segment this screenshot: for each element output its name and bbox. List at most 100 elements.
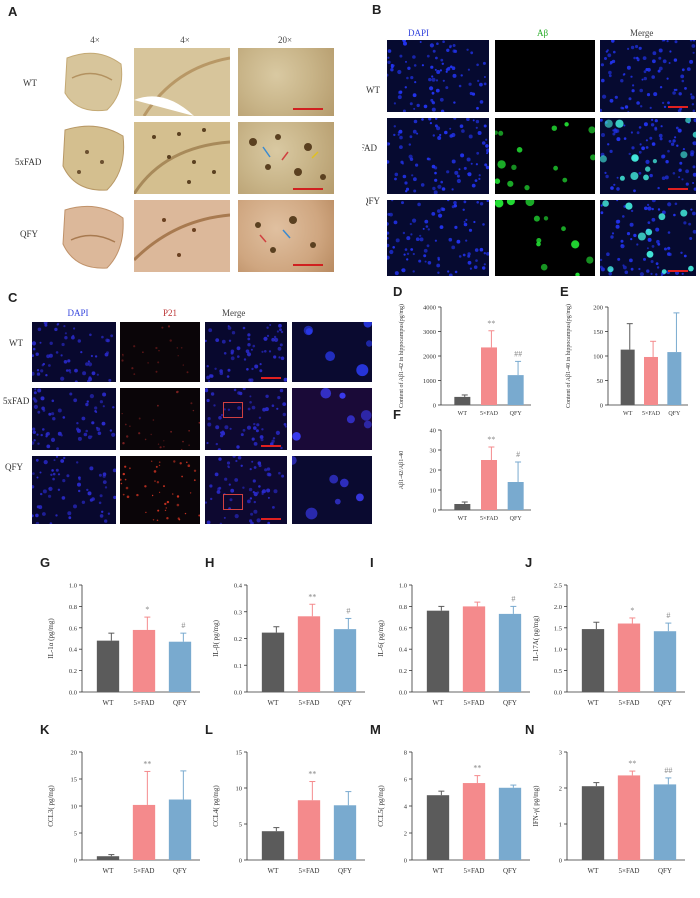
chart-h: 0.0 0.1 0.2 0.3 0.4 IL-β( pg/mg) WT ** 5×FAD # QFY: [212, 583, 365, 707]
panel-b-label: B: [372, 2, 382, 17]
panel-b-col-header-3: Merge: [630, 28, 654, 38]
x-tick-label: WT: [458, 516, 468, 522]
y-tick-label: 20: [71, 750, 78, 757]
x-tick-label: QFY: [173, 699, 187, 707]
bar-5fad: [297, 616, 321, 692]
scale-bar: [261, 445, 281, 447]
x-tick-label: QFY: [338, 867, 352, 875]
y-axis-label: CCL5( pg/mg): [377, 785, 385, 827]
x-tick-label: WT: [268, 699, 280, 707]
x-tick-label: QFY: [173, 867, 187, 875]
y-tick-label: 0.4: [399, 647, 408, 654]
zoom-box: [223, 494, 243, 510]
y-axis-label: IFN-γ( pg/mg): [532, 785, 540, 827]
chart-e: 0 50 100 150 200 Content of Aβ1-40 in hippoca…: [565, 304, 688, 417]
panel-b-row-wt: WT: [366, 85, 380, 95]
significance-mark: **: [628, 759, 636, 768]
x-tick-label: 5×FAD: [299, 867, 320, 875]
x-tick-label: WT: [103, 699, 115, 707]
y-tick-label: 3: [559, 750, 562, 757]
y-tick-label: 10: [71, 804, 78, 811]
panel-c-col-header-3: Merge: [222, 308, 246, 318]
y-tick-label: 0.2: [234, 636, 242, 643]
panel-c-qfy-p21: [120, 456, 200, 524]
y-tick-label: 0.4: [69, 647, 78, 654]
y-tick-label: 0.3: [234, 609, 242, 616]
x-tick-label: 5×FAD: [464, 867, 485, 875]
panel-b-row-5xfad: 5xFAD: [362, 143, 377, 153]
panel-h-label: H: [205, 555, 215, 570]
x-tick-label: 5×FAD: [619, 867, 640, 875]
bar-5fad: [462, 606, 486, 692]
bar-5fad: [644, 356, 658, 405]
x-tick-label: WT: [103, 867, 115, 875]
y-axis-label: IL-6( pg/mg): [377, 619, 385, 656]
panel-c-5xfad-merge: [205, 388, 287, 450]
x-tick-label: WT: [588, 867, 600, 875]
significance-mark: **: [487, 319, 495, 328]
panel-c-wt-zoom: [292, 322, 372, 382]
y-tick-label: 15: [236, 750, 243, 757]
significance-mark: #: [516, 450, 520, 459]
significance-mark: **: [487, 435, 495, 444]
x-tick-label: 5×FAD: [134, 867, 155, 875]
panel-f-label: F: [393, 407, 401, 422]
significance-mark: #: [346, 606, 350, 615]
y-tick-label: 2000: [423, 354, 436, 361]
y-tick-label: 0: [600, 403, 603, 410]
panel-b-wt-dapi: [387, 40, 489, 112]
x-tick-label: QFY: [503, 867, 517, 875]
bar-qfy: [653, 784, 677, 860]
y-tick-label: 0.1: [234, 663, 242, 670]
y-tick-label: 20: [430, 468, 437, 475]
bar-5fad: [462, 783, 486, 860]
zoom-box: [223, 402, 243, 418]
bar-qfy: [333, 805, 357, 860]
bar-qfy: [507, 375, 524, 405]
panel-a-wt-20x: [238, 48, 334, 116]
bar-qfy: [667, 352, 682, 405]
y-tick-label: 2: [559, 786, 562, 793]
y-tick-label: 10: [236, 786, 243, 793]
panel-n-label: N: [525, 722, 535, 737]
bar-wt: [96, 640, 120, 692]
bar-5fad: [297, 800, 321, 860]
bar-wt: [581, 629, 605, 692]
panel-c-label: C: [8, 290, 18, 305]
y-tick-label: 4000: [423, 305, 436, 312]
x-tick-label: QFY: [503, 699, 517, 707]
y-axis-label: IL-17A( pg/mg): [532, 615, 540, 661]
y-tick-label: 1.0: [69, 583, 77, 590]
y-tick-label: 5: [239, 822, 242, 829]
chart-i: 0.0 0.2 0.4 0.6 0.8 1.0 IL-6( pg/mg) WT 5×FAD # QF…: [377, 583, 530, 707]
x-tick-label: WT: [268, 867, 280, 875]
panel-e-label: E: [560, 284, 569, 299]
scale-bar: [293, 264, 323, 266]
panel-d-label: D: [393, 284, 403, 299]
y-tick-label: 40: [430, 428, 437, 435]
y-tick-label: 100: [593, 354, 603, 361]
panel-c-col-header-1: DAPI: [67, 308, 89, 318]
panel-c-wt-dapi: [32, 322, 116, 382]
y-tick-label: 3000: [423, 329, 436, 336]
x-tick-label: QFY: [510, 516, 523, 522]
y-tick-label: 0.8: [399, 604, 407, 611]
y-axis-label: IL-β( pg/mg): [212, 619, 220, 656]
x-tick-label: WT: [458, 411, 468, 417]
y-tick-label: 0.2: [69, 668, 77, 675]
bar-qfy: [333, 629, 357, 692]
y-tick-label: 0.5: [554, 668, 562, 675]
bar-5fad: [481, 347, 497, 405]
panel-c-qfy-merge: [205, 456, 287, 524]
panel-a-row-5xfad: 5xFAD: [15, 157, 42, 167]
panel-b-qfy-abeta: [495, 200, 595, 276]
y-tick-label: 1.0: [554, 647, 562, 654]
y-tick-label: 1.0: [399, 583, 407, 590]
panel-j-label: J: [525, 555, 533, 570]
y-tick-label: 1.5: [554, 625, 562, 632]
panel-a-col-header-2: 4×: [180, 35, 190, 45]
panel-a-wt-4x-whole: [57, 48, 127, 116]
x-tick-label: 5×FAD: [464, 699, 485, 707]
y-tick-label: 8: [404, 750, 407, 757]
bar-wt: [426, 610, 450, 692]
